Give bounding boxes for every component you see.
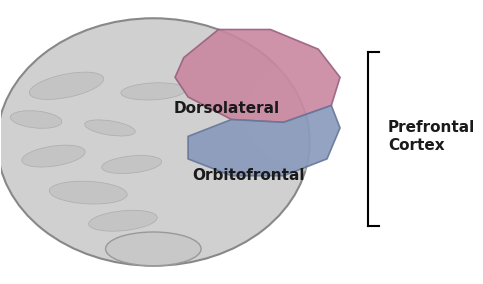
Text: Prefrontal
Cortex: Prefrontal Cortex	[388, 120, 475, 153]
Ellipse shape	[10, 111, 62, 128]
Text: Orbitofrontal: Orbitofrontal	[193, 168, 305, 183]
Ellipse shape	[106, 232, 201, 266]
Text: Dorsolateral: Dorsolateral	[174, 101, 280, 116]
Ellipse shape	[0, 18, 310, 266]
Ellipse shape	[121, 83, 186, 100]
Ellipse shape	[89, 210, 157, 231]
Ellipse shape	[29, 72, 104, 99]
Ellipse shape	[101, 156, 162, 174]
Ellipse shape	[85, 120, 135, 136]
Polygon shape	[175, 30, 340, 122]
Circle shape	[244, 52, 436, 176]
Ellipse shape	[49, 181, 127, 204]
Ellipse shape	[22, 145, 85, 167]
Polygon shape	[188, 105, 340, 176]
